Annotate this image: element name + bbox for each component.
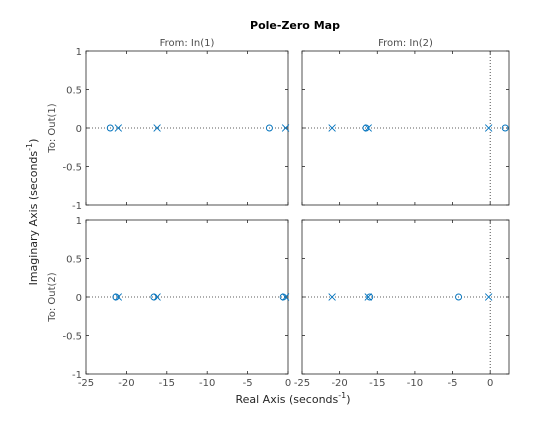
- pole-marker: [281, 293, 290, 301]
- pole-marker: [328, 124, 336, 132]
- pole-marker-stroke: [364, 293, 372, 301]
- y-tick-label: 1: [76, 47, 82, 58]
- zero-marker: [366, 293, 374, 301]
- x-tick-label: -5: [243, 378, 253, 389]
- zero-marker: [106, 124, 114, 132]
- pole-marker-stroke: [281, 124, 290, 132]
- pole-marker: [114, 293, 123, 301]
- x-tick-label: -10: [199, 378, 215, 389]
- zero-marker: [265, 124, 273, 132]
- y-tick-label: 0.5: [66, 255, 82, 266]
- x-tick-label: -15: [159, 378, 175, 389]
- x-tick-label: -25: [294, 378, 310, 389]
- pole-marker: [484, 124, 493, 132]
- pole-marker: [281, 124, 290, 132]
- pole-marker-stroke: [153, 293, 161, 301]
- pole-marker: [328, 293, 336, 301]
- y-tick-label: -1: [72, 201, 82, 212]
- x-axis-label: Real Axis (seconds-1): [235, 391, 350, 406]
- y-tick-label: 0: [76, 293, 82, 304]
- y-tick-label: -0.5: [62, 332, 82, 343]
- x-tick-label: 0: [285, 378, 291, 389]
- subplot-r1c2-frame: [301, 50, 510, 206]
- pole-marker-stroke: [328, 124, 336, 132]
- pole-marker: [364, 293, 372, 301]
- pole-marker-stroke: [484, 293, 493, 301]
- pole-marker: [484, 293, 493, 301]
- pole-marker-stroke: [484, 124, 493, 132]
- x-tick-label: -10: [407, 378, 423, 389]
- subplot-grid: 1 0.5 0 -0.5 -1 From: In(1) To: Out(1) From: In…: [47, 38, 510, 389]
- column-title: From: In(2): [378, 38, 433, 49]
- zero-marker: [455, 293, 463, 301]
- y-tick-label: -0.5: [62, 163, 82, 174]
- x-tick-label: -5: [448, 378, 458, 389]
- pole-marker: [114, 124, 123, 132]
- x-tick-label: -20: [331, 378, 347, 389]
- column-title: From: In(1): [160, 38, 215, 49]
- y-tick-label: 0: [76, 124, 82, 135]
- x-tick-label: -15: [369, 378, 385, 389]
- chart-title: Pole-Zero Map: [250, 19, 340, 32]
- pole-marker-stroke: [328, 293, 336, 301]
- y-tick-label: 1: [76, 216, 82, 227]
- zero-marker: [362, 124, 370, 132]
- pole-marker: [153, 293, 161, 301]
- row-title: To: Out(2): [47, 272, 58, 322]
- y-tick-label: -1: [72, 370, 82, 381]
- pole-marker-stroke: [114, 293, 123, 301]
- y-tick-label: 0.5: [66, 86, 82, 97]
- x-tick-label: -25: [78, 378, 94, 389]
- pole-marker-stroke: [281, 293, 290, 301]
- pole-marker-stroke: [114, 124, 123, 132]
- pole-marker: [153, 124, 161, 132]
- x-tick-label: 0: [487, 378, 493, 389]
- pole-marker: [364, 124, 372, 132]
- y-axis-label: Imaginary Axis (seconds-1): [25, 139, 40, 286]
- x-tick-label: -20: [118, 378, 134, 389]
- pole-marker-stroke: [364, 124, 372, 132]
- subplot-r2c2-frame: [301, 219, 510, 375]
- zero-marker: [501, 124, 509, 132]
- row-title: To: Out(1): [47, 103, 58, 153]
- pole-marker-stroke: [153, 124, 161, 132]
